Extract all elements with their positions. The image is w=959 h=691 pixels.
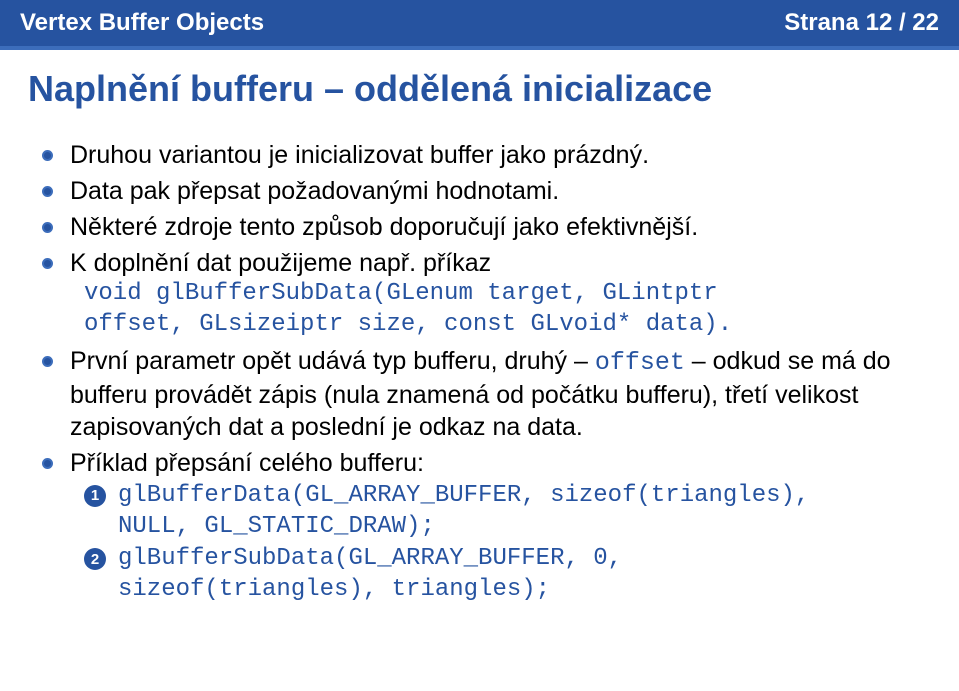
bullet-item: Příklad přepsání celého bufferu: 1 glBuf… [70,447,931,606]
inline-code: offset [595,348,685,377]
numbered-list: 1 glBufferData(GL_ARRAY_BUFFER, sizeof(t… [84,481,931,606]
bullet-item: Druhou variantou je inicializovat buffer… [70,139,931,171]
code-line: NULL, GL_STATIC_DRAW); [118,513,435,540]
numbered-item: 2 glBufferSubData(GL_ARRAY_BUFFER, 0, si… [84,544,931,605]
code-line: glBufferSubData(GL_ARRAY_BUFFER, 0, [118,545,622,572]
header-left: Vertex Buffer Objects [20,9,264,37]
bullet-text: Druhou variantou je inicializovat buffer… [70,141,649,169]
number-badge: 2 [84,548,106,570]
bullet-item: Data pak přepsat požadovanými hodnotami. [70,175,931,207]
bullet-text: Příklad přepsání celého bufferu: [70,449,424,477]
code-line: sizeof(triangles), triangles); [118,576,550,603]
bullet-text: K doplnění dat použijeme např. příkaz [70,249,491,277]
slide-title: Naplnění bufferu – oddělená inicializace [28,68,931,109]
bullet-item: Některé zdroje tento způsob doporučují j… [70,211,931,243]
bullet-text: Některé zdroje tento způsob doporučují j… [70,213,698,241]
slide-header: Vertex Buffer Objects Strana 12 / 22 [0,0,959,50]
numbered-item: 1 glBufferData(GL_ARRAY_BUFFER, sizeof(t… [84,481,931,542]
bullet-list: Druhou variantou je inicializovat buffer… [28,139,931,605]
header-right: Strana 12 / 22 [784,9,939,37]
slide-body: Naplnění bufferu – oddělená inicializace… [0,50,959,606]
number-badge: 1 [84,485,106,507]
bullet-item: První parametr opět udává typ bufferu, d… [70,345,931,443]
bullet-text-part: První parametr opět udává typ bufferu, d… [70,347,595,375]
code-line: offset, GLsizeiptr size, const GLvoid* d… [84,310,931,341]
code-line: glBufferData(GL_ARRAY_BUFFER, sizeof(tri… [118,482,809,509]
code-line: void glBufferSubData(GLenum target, GLin… [84,279,931,310]
bullet-text: Data pak přepsat požadovanými hodnotami. [70,177,559,205]
bullet-item: K doplnění dat použijeme např. příkaz vo… [70,247,931,340]
